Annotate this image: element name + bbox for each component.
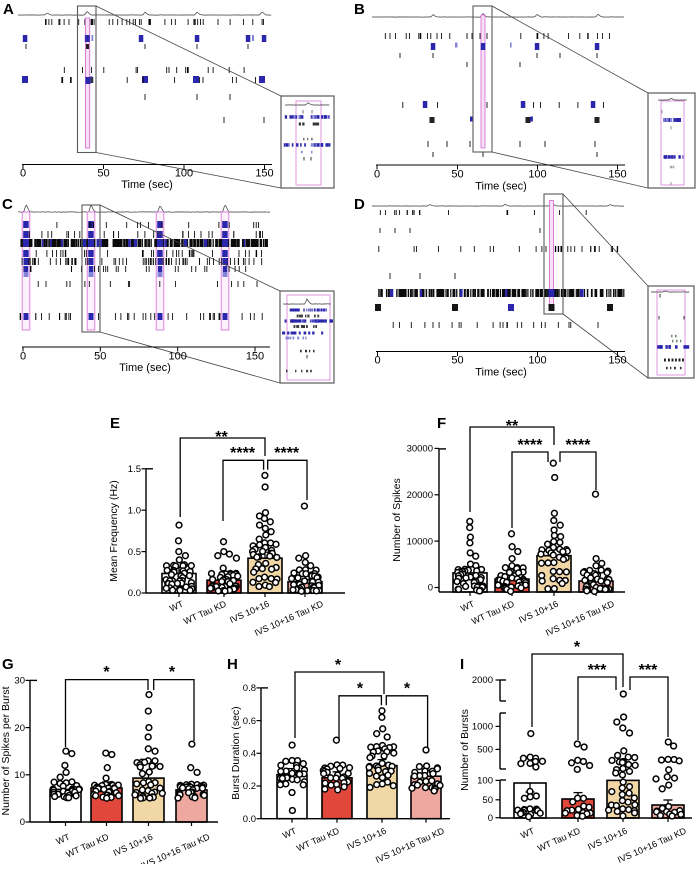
svg-text:**: ** bbox=[215, 429, 228, 446]
svg-text:Burst Duration (sec): Burst Duration (sec) bbox=[230, 706, 242, 799]
svg-text:*: * bbox=[335, 657, 342, 674]
svg-text:150: 150 bbox=[255, 168, 273, 180]
svg-text:10000: 10000 bbox=[407, 536, 433, 547]
svg-text:0.0: 0.0 bbox=[243, 814, 256, 825]
svg-text:1.5: 1.5 bbox=[128, 464, 141, 475]
svg-text:D: D bbox=[354, 196, 365, 213]
svg-text:30000: 30000 bbox=[407, 444, 433, 455]
svg-text:0.8: 0.8 bbox=[243, 683, 256, 694]
svg-text:H: H bbox=[227, 656, 238, 673]
svg-text:150: 150 bbox=[246, 351, 264, 363]
svg-text:50: 50 bbox=[94, 351, 106, 363]
svg-text:G: G bbox=[2, 656, 14, 673]
svg-text:****: **** bbox=[566, 437, 592, 454]
svg-text:0: 0 bbox=[374, 169, 380, 181]
svg-text:0: 0 bbox=[20, 168, 26, 180]
svg-text:100: 100 bbox=[175, 168, 193, 180]
svg-text:50: 50 bbox=[451, 169, 463, 181]
svg-text:**: ** bbox=[506, 418, 519, 435]
svg-text:20000: 20000 bbox=[407, 490, 433, 501]
svg-text:****: **** bbox=[274, 445, 300, 462]
svg-text:Mean Frequency (Hz): Mean Frequency (Hz) bbox=[108, 480, 120, 582]
svg-text:E: E bbox=[110, 415, 120, 432]
svg-text:100: 100 bbox=[169, 351, 187, 363]
svg-text:50: 50 bbox=[451, 355, 463, 367]
svg-text:100: 100 bbox=[528, 355, 546, 367]
svg-text:100: 100 bbox=[528, 169, 546, 181]
svg-text:*: * bbox=[103, 664, 110, 681]
svg-text:100: 100 bbox=[477, 776, 493, 787]
svg-text:2000: 2000 bbox=[472, 675, 493, 686]
svg-text:150: 150 bbox=[608, 169, 626, 181]
svg-text:0.5: 0.5 bbox=[128, 547, 141, 558]
svg-text:0.6: 0.6 bbox=[243, 716, 256, 727]
svg-text:150: 150 bbox=[608, 355, 626, 367]
svg-text:****: **** bbox=[518, 437, 544, 454]
svg-text:F: F bbox=[437, 415, 446, 432]
svg-text:***: *** bbox=[588, 662, 607, 679]
svg-text:30: 30 bbox=[14, 676, 25, 687]
svg-text:50: 50 bbox=[97, 168, 109, 180]
svg-text:1.0: 1.0 bbox=[128, 505, 141, 516]
svg-text:Time (sec): Time (sec) bbox=[119, 362, 171, 374]
svg-text:C: C bbox=[2, 196, 13, 213]
svg-text:*: * bbox=[169, 664, 176, 681]
svg-text:20: 20 bbox=[14, 723, 25, 734]
svg-text:I: I bbox=[460, 656, 464, 673]
svg-text:0.4: 0.4 bbox=[243, 749, 256, 760]
svg-text:A: A bbox=[3, 1, 14, 18]
svg-text:*: * bbox=[574, 639, 581, 656]
svg-text:Number of Spikes: Number of Spikes bbox=[391, 478, 403, 561]
svg-text:*: * bbox=[357, 681, 364, 698]
svg-text:50: 50 bbox=[482, 795, 493, 806]
svg-text:Time (sec): Time (sec) bbox=[475, 367, 527, 379]
svg-text:Time (sec): Time (sec) bbox=[121, 179, 173, 191]
svg-text:****: **** bbox=[230, 445, 256, 462]
svg-text:0.0: 0.0 bbox=[128, 588, 141, 599]
svg-text:B: B bbox=[354, 1, 365, 18]
svg-text:0: 0 bbox=[20, 351, 26, 363]
svg-text:0: 0 bbox=[488, 813, 493, 824]
svg-text:500: 500 bbox=[477, 745, 493, 756]
svg-text:1000: 1000 bbox=[472, 722, 493, 733]
svg-text:Number of Spikes per Burst: Number of Spikes per Burst bbox=[0, 686, 12, 815]
svg-text:Time (sec): Time (sec) bbox=[475, 181, 527, 193]
svg-text:0.2: 0.2 bbox=[243, 781, 256, 792]
svg-text:0: 0 bbox=[20, 817, 25, 828]
svg-text:0: 0 bbox=[374, 355, 380, 367]
svg-text:***: *** bbox=[639, 662, 658, 679]
svg-text:*: * bbox=[404, 681, 411, 698]
svg-text:0: 0 bbox=[428, 583, 433, 594]
svg-text:10: 10 bbox=[14, 770, 25, 781]
svg-text:Number of Bursts: Number of Bursts bbox=[459, 709, 471, 791]
